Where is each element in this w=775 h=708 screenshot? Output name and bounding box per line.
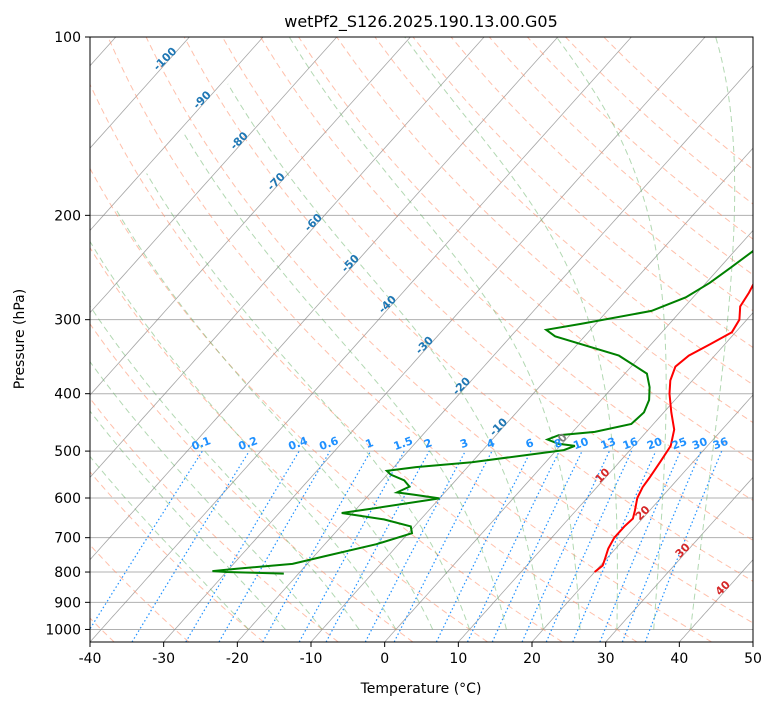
isotherm-line xyxy=(679,37,775,642)
isotherm-label: -30 xyxy=(413,333,436,356)
dry-adiabat-line xyxy=(0,37,263,642)
skew-t-chart: 0.1 0.2 0.4 0.6 1 1.5 2 3 4 6 8 10 13 16 20 25 30 36-100-… xyxy=(0,0,775,708)
mixing-ratio-label: 2 xyxy=(422,436,434,451)
isotherm-line xyxy=(0,37,263,642)
x-tick-label: 30 xyxy=(597,651,615,667)
isotherm-label: -10 xyxy=(487,415,510,438)
isotherm-line xyxy=(311,37,775,642)
mixing-ratio-line xyxy=(573,451,656,642)
isotherm-line xyxy=(164,37,705,642)
x-tick-label: 20 xyxy=(523,651,541,667)
y-tick-label: 600 xyxy=(54,491,81,507)
y-tick-label: 100 xyxy=(54,30,81,46)
moist-adiabat-line xyxy=(2,332,248,629)
isotherm-line xyxy=(16,37,558,642)
isotherm-label: -70 xyxy=(265,170,288,193)
x-tick-label: -40 xyxy=(79,651,102,667)
x-tick-label: 40 xyxy=(670,651,688,667)
mixing-ratio-line xyxy=(468,451,560,642)
x-axis-label: Temperature (°C) xyxy=(360,681,482,697)
isotherm-label: 30 xyxy=(673,540,693,560)
isotherm-label: 40 xyxy=(713,578,733,598)
background-lines xyxy=(0,37,775,642)
mixing-ratio-line xyxy=(186,451,299,642)
isoline-labels: 0.1 0.2 0.4 0.6 1 1.5 2 3 4 6 8 10 13 16 20 25 30 36-100-… xyxy=(151,44,733,598)
mixing-ratio-line xyxy=(132,451,249,642)
moist-adiabat-line xyxy=(89,240,396,630)
y-axis-label: Pressure (hPa) xyxy=(12,289,28,389)
mixing-ratio-line xyxy=(299,451,404,642)
isotherm-line xyxy=(0,37,484,642)
temperature-profile-line xyxy=(595,37,775,572)
dry-adiabat-line xyxy=(0,37,488,642)
moist-adiabat-line xyxy=(21,311,285,630)
isotherm-label: -40 xyxy=(376,293,399,316)
mixing-ratio-label: 10 xyxy=(571,435,590,453)
isotherm-label: -20 xyxy=(450,374,473,397)
x-tick-label: 10 xyxy=(449,651,467,667)
isotherm-label: -100 xyxy=(151,44,180,73)
mixing-ratio-label: 0.6 xyxy=(317,434,340,453)
mixing-ratio-line xyxy=(365,451,465,642)
y-tick-label: 700 xyxy=(54,531,81,547)
isotherm-label: -80 xyxy=(228,129,251,152)
y-tick-label: 900 xyxy=(54,595,81,611)
isotherm-line xyxy=(0,37,189,642)
mixing-ratio-line xyxy=(326,451,429,642)
x-tick-label: 0 xyxy=(380,651,389,667)
mixing-ratio-label: 0.4 xyxy=(287,434,310,453)
moist-adiabat-line xyxy=(405,37,618,629)
isotherm-line xyxy=(0,37,337,642)
mixing-ratio-label: 1 xyxy=(364,436,376,451)
isotherm-label: 10 xyxy=(593,465,613,485)
y-tick-label: 500 xyxy=(54,444,81,460)
y-tick-label: 800 xyxy=(54,565,81,581)
mixing-ratio-label: 30 xyxy=(690,435,709,453)
mixing-ratio-label: 6 xyxy=(524,436,536,451)
y-tick-label: 300 xyxy=(54,313,81,329)
dry-adiabat-line xyxy=(566,37,775,642)
isotherm-line xyxy=(237,37,775,642)
isotherm-label: -60 xyxy=(302,211,325,234)
x-tick-label: -30 xyxy=(152,651,175,667)
mixing-ratio-line xyxy=(546,451,631,642)
mixing-ratio-line xyxy=(600,451,681,642)
isotherm-label: -90 xyxy=(190,88,213,111)
y-tick-label: 1000 xyxy=(45,622,81,638)
isotherm-line xyxy=(385,37,775,642)
mixing-ratio-label: 20 xyxy=(645,435,664,453)
y-tick-label: 200 xyxy=(54,208,81,224)
x-tick-label: -10 xyxy=(300,651,323,667)
x-tick-label: 50 xyxy=(744,651,762,667)
moist-adiabat-line xyxy=(289,37,580,629)
isotherm-line xyxy=(458,37,775,642)
y-tick-label: 400 xyxy=(54,387,81,403)
isotherm-line xyxy=(753,37,775,642)
dry-adiabat-line xyxy=(222,37,775,642)
dry-adiabat-line xyxy=(0,37,413,642)
mixing-ratio-label: 0.1 xyxy=(190,434,213,453)
mixing-ratio-line xyxy=(82,451,203,642)
mixing-ratio-label: 16 xyxy=(621,435,640,453)
dry-adiabat-line xyxy=(108,37,712,642)
mixing-ratio-label: 1.5 xyxy=(392,434,415,453)
isotherm-line xyxy=(90,37,631,642)
x-axis-ticks: -40 -30 -20 -10 0 10 20 30 40 50 xyxy=(79,642,762,667)
y-axis-ticks: 100 200 300 400 500 600 700 800 900 1000 xyxy=(45,30,90,638)
dry-adiabat-line xyxy=(0,37,189,642)
moist-adiabat-line xyxy=(41,288,322,630)
x-tick-label: -20 xyxy=(226,651,249,667)
mixing-ratio-label: 3 xyxy=(458,436,470,451)
isotherm-label: -50 xyxy=(339,252,362,275)
chart-title: wetPf2_S126.2025.190.13.00.G05 xyxy=(284,12,558,32)
mixing-ratio-line xyxy=(492,451,582,642)
